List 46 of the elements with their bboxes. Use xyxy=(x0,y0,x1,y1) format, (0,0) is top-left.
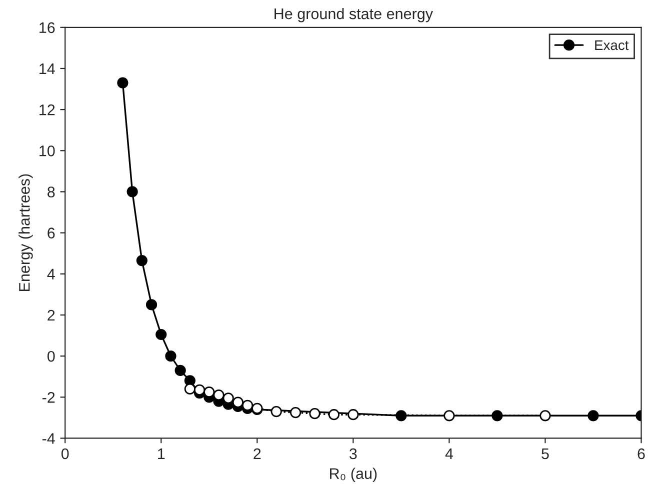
point xyxy=(136,254,148,266)
point xyxy=(232,396,244,408)
y-tick-label: 0 xyxy=(47,350,55,362)
point xyxy=(396,410,407,422)
point xyxy=(588,410,599,422)
y-tick-label: 16 xyxy=(40,22,55,34)
x-tick-label: 1 xyxy=(158,448,165,460)
y-tick-label: 6 xyxy=(48,228,55,238)
chart-title: He ground state energy xyxy=(274,8,433,22)
point xyxy=(117,77,128,88)
x-tick-label: 2 xyxy=(254,448,261,460)
point xyxy=(156,328,167,340)
y-tick-label: 10 xyxy=(40,146,55,156)
point xyxy=(444,410,455,422)
y-tick-label: 2 xyxy=(48,310,55,321)
x-axis-title: R₀ (au) xyxy=(330,468,377,482)
point xyxy=(309,408,320,420)
y-axis-title: Energy (hartrees) xyxy=(18,174,33,291)
y-tick-label: -2 xyxy=(42,392,55,403)
point xyxy=(184,383,196,394)
point xyxy=(242,400,254,411)
x-tick-label: 0 xyxy=(61,448,69,460)
point xyxy=(492,410,503,422)
x-tick-label: 3 xyxy=(350,448,357,460)
point xyxy=(290,407,302,418)
x-tick-label: 6 xyxy=(638,448,645,460)
x-tick-label: 4 xyxy=(445,448,453,460)
point xyxy=(194,384,206,396)
point xyxy=(165,350,176,362)
y-tick-label: -4 xyxy=(42,433,55,444)
point xyxy=(348,409,359,420)
legend-label: Exact xyxy=(595,40,629,50)
y-tick-label: 12 xyxy=(40,104,55,116)
point xyxy=(146,299,158,310)
y-tick-label: 14 xyxy=(40,64,55,74)
y-tick-label: 8 xyxy=(48,186,55,198)
point xyxy=(213,390,224,401)
point xyxy=(174,364,186,376)
point xyxy=(328,409,340,420)
point xyxy=(126,186,138,198)
point xyxy=(222,392,234,404)
point xyxy=(204,386,215,398)
y-tick-label: 4 xyxy=(47,268,55,280)
x-tick-label: 5 xyxy=(542,448,549,460)
point xyxy=(540,410,551,422)
point xyxy=(270,406,282,418)
